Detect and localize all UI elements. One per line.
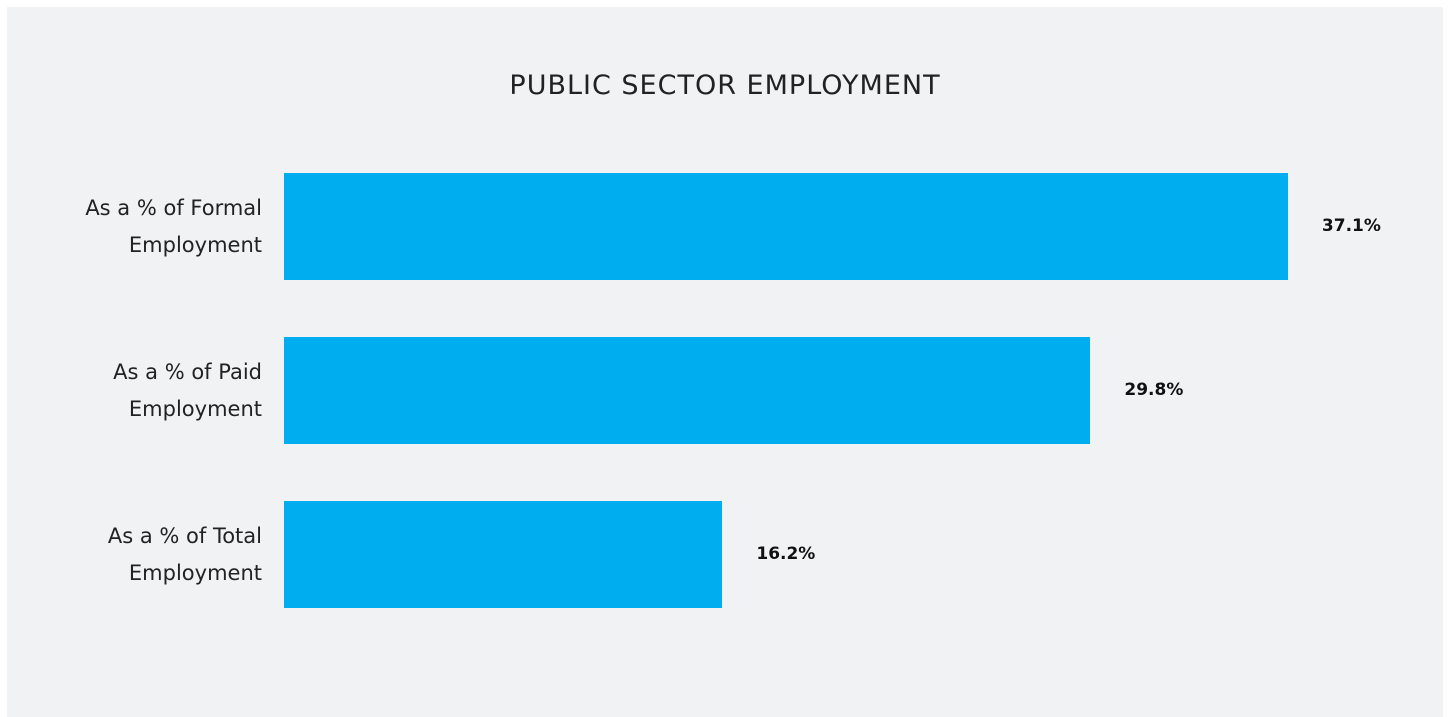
- chart-title: PUBLIC SECTOR EMPLOYMENT: [509, 70, 941, 101]
- y-tick-label: As a % of Paid Employment: [113, 359, 262, 421]
- bar: [284, 337, 1091, 444]
- bar: [284, 501, 723, 608]
- value-label: 16.2%: [756, 543, 816, 564]
- y-tick-label: As a % of Total Employment: [107, 523, 262, 585]
- value-label: 29.8%: [1124, 379, 1184, 400]
- y-tick-label: As a % of Formal Employment: [85, 195, 262, 257]
- bar: [284, 173, 1288, 280]
- value-label: 37.1%: [1321, 215, 1381, 236]
